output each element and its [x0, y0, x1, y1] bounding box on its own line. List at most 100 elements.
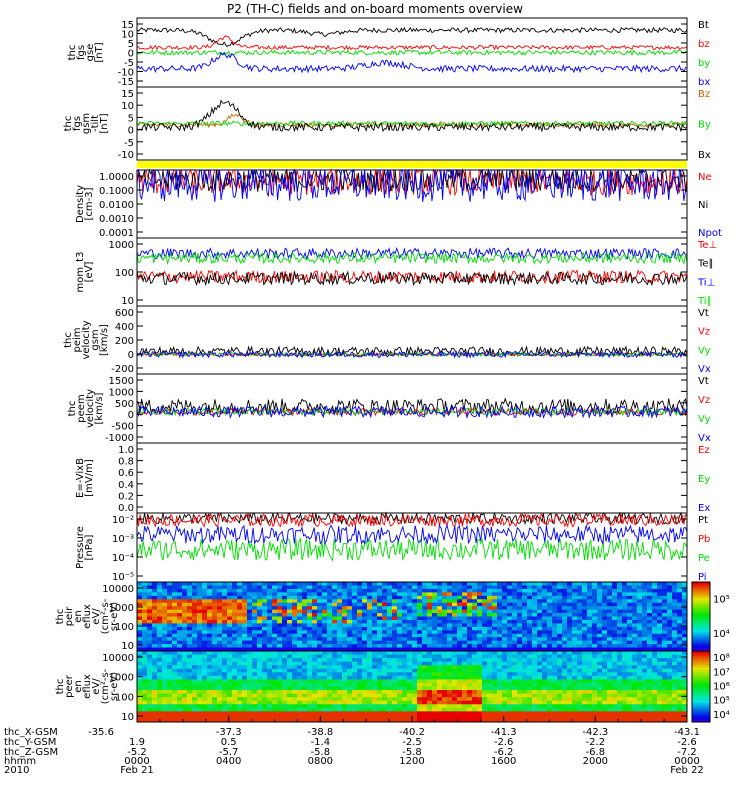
spectrogram-cell	[492, 588, 498, 593]
spectrogram-cell	[267, 675, 273, 680]
spectrogram-cell	[287, 675, 293, 680]
spectrogram-cell	[242, 585, 248, 590]
spectrogram-cell	[677, 640, 683, 645]
spectrogram-cell	[247, 651, 253, 656]
colorbar-segment	[692, 630, 710, 634]
spectrogram-cell	[322, 619, 328, 624]
spectrogram-cell	[507, 606, 513, 611]
spectrogram-cell	[192, 630, 198, 635]
spectrogram-cell	[232, 640, 238, 645]
spectrogram-cell	[597, 640, 603, 645]
spectrogram-cell	[352, 619, 358, 624]
spectrogram-cell	[247, 686, 253, 691]
xaxis-row-label: thc_Z-GSM	[4, 747, 58, 758]
spectrogram-cell	[562, 619, 568, 624]
spectrogram-cell	[217, 704, 223, 709]
spectrogram-cell	[457, 633, 463, 638]
spectrogram-cell	[632, 697, 638, 702]
spectrogram-cell	[252, 672, 258, 677]
spectrogram-cell	[342, 668, 348, 673]
spectrogram-cell	[642, 690, 648, 695]
spectrogram-cell	[477, 637, 483, 642]
spectrogram-cell	[677, 675, 683, 680]
spectrogram-cell	[607, 626, 613, 631]
spectrogram-cell	[157, 675, 163, 680]
spectrogram-cell	[667, 707, 673, 712]
spectrogram-cell	[667, 640, 673, 645]
spectrogram-cell	[327, 623, 333, 628]
spectrogram-cell	[662, 602, 668, 607]
spectrogram-cell	[352, 704, 358, 709]
spectrogram-cell	[307, 658, 313, 663]
spectrogram-cell	[342, 637, 348, 642]
spectrogram-cell	[347, 711, 353, 716]
spectrogram-cell	[137, 633, 143, 638]
colorbar-segment	[692, 637, 710, 640]
spectrogram-cell	[167, 602, 173, 607]
spectrogram-cell	[627, 679, 633, 684]
spectrogram-cell	[187, 644, 193, 649]
spectrogram-cell	[537, 609, 543, 614]
colorbar-segment	[692, 621, 710, 624]
spectrogram-cell	[462, 711, 468, 716]
spectrogram-cell	[662, 613, 668, 617]
spectrogram-cell	[667, 588, 673, 593]
spectrogram-cell	[167, 640, 173, 645]
spectrogram-cell	[237, 686, 243, 691]
spectrogram-cell	[347, 661, 353, 666]
spectrogram-cell	[467, 672, 473, 677]
spectrogram-cell	[677, 700, 683, 705]
spectrogram-cell	[407, 606, 413, 611]
spectrogram-cell	[587, 619, 593, 624]
xaxis-z-value: -7.2	[677, 747, 697, 758]
spectrogram-cell	[507, 582, 513, 586]
spectrogram-cell	[257, 697, 263, 702]
spectrogram-cell	[512, 613, 518, 617]
spectrogram-cell	[512, 711, 518, 716]
spectrogram-cell	[672, 595, 678, 600]
xaxis-y-value: -2.6	[677, 737, 697, 748]
spectrogram-cell	[677, 582, 683, 586]
spectrogram-cell	[147, 640, 153, 645]
spectrogram-cell	[412, 644, 418, 649]
spectrogram-cell	[607, 672, 613, 677]
spectrogram-cell	[277, 672, 283, 677]
spectrogram-cell	[307, 619, 313, 624]
spectrogram-cell	[317, 592, 323, 597]
spectrogram-cell	[602, 707, 608, 712]
spectrogram-cell	[267, 718, 273, 723]
spectrogram-cell	[317, 654, 323, 659]
spectrogram-cell	[387, 700, 393, 705]
ytick-label: 15	[121, 89, 134, 100]
spectrogram-cell	[362, 647, 368, 652]
spectrogram-cell	[532, 582, 538, 586]
spectrogram-cell	[457, 675, 463, 680]
spectrogram-cell	[667, 613, 673, 617]
spectrogram-cell	[407, 633, 413, 638]
spectrogram-cell	[572, 630, 578, 635]
ylabel-line: (cm²-s-	[100, 668, 111, 704]
spectrogram-cell	[552, 619, 558, 624]
spectrogram-cell	[257, 582, 263, 586]
colorbar-segment	[692, 623, 710, 627]
spectrogram-cell	[527, 668, 533, 673]
spectrogram-cell	[292, 585, 298, 590]
spectrogram-cell	[497, 626, 503, 631]
ylabel-line: eV/	[91, 608, 102, 625]
spectrogram-cell	[402, 682, 408, 687]
spectrogram-cell	[372, 582, 378, 586]
spectrogram-cell	[472, 616, 478, 621]
spectrogram-cell	[432, 644, 438, 649]
spectrogram-cell	[582, 665, 588, 670]
spectrogram-cell	[317, 651, 323, 656]
spectrogram-cell	[147, 644, 153, 649]
spectrogram-cell	[327, 602, 333, 607]
spectrogram-cell	[182, 644, 188, 649]
spectrogram-cell	[357, 704, 363, 709]
xaxis-z-value: -6.2	[494, 747, 514, 758]
spectrogram-cell	[572, 637, 578, 642]
spectrogram-cell	[677, 616, 683, 621]
spectrogram-cell	[617, 668, 623, 673]
spectrogram-cell	[542, 637, 548, 642]
spectrogram-cell	[507, 616, 513, 621]
